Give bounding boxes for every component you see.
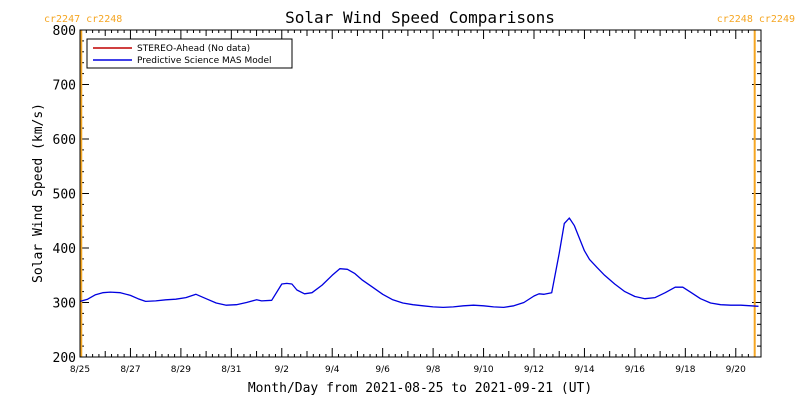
y-tick-label: 200 bbox=[53, 351, 76, 366]
legend: STEREO-Ahead (No data) Predictive Scienc… bbox=[86, 38, 293, 69]
series-line-model bbox=[79, 217, 759, 309]
x-tick-label: 8/31 bbox=[221, 365, 241, 375]
x-tick-label: 9/16 bbox=[625, 365, 645, 375]
x-tick-label: 9/14 bbox=[574, 365, 594, 375]
x-tick-label: 9/2 bbox=[275, 365, 289, 375]
y-axis-label: Solar Wind Speed (km/s) bbox=[31, 103, 46, 283]
legend-box bbox=[86, 38, 293, 69]
plot-frame bbox=[79, 29, 762, 358]
x-tick-label: 9/10 bbox=[473, 365, 493, 375]
right-rotation-label: cr2248 cr2249 bbox=[717, 14, 795, 25]
y-tick-label: 400 bbox=[53, 242, 76, 257]
legend-model-label: Predictive Science MAS Model bbox=[137, 56, 272, 66]
left-rotation-label: cr2247 cr2248 bbox=[44, 14, 122, 25]
rotation-marker-layer bbox=[80, 30, 756, 357]
y-tick-label: 700 bbox=[53, 79, 76, 94]
x-tick-label: 9/20 bbox=[726, 365, 746, 375]
x-axis-label: Month/Day from 2021-08-25 to 2021-09-21 … bbox=[248, 381, 592, 396]
chart-title: Solar Wind Speed Comparisons bbox=[285, 8, 555, 27]
x-tick-label: 9/12 bbox=[524, 365, 544, 375]
x-tick-label: 8/27 bbox=[120, 365, 140, 375]
x-tick-label: 8/29 bbox=[171, 365, 191, 375]
x-tick-label: 9/8 bbox=[426, 365, 441, 375]
x-tick-label: 9/4 bbox=[325, 365, 340, 375]
y-tick-label: 800 bbox=[53, 24, 76, 39]
y-tick-label: 500 bbox=[53, 188, 76, 203]
legend-stereo-label: STEREO-Ahead (No data) bbox=[137, 44, 250, 54]
y-tick-label: 600 bbox=[53, 133, 76, 148]
x-tick-label: 9/18 bbox=[675, 365, 695, 375]
x-tick-label: 8/25 bbox=[70, 365, 90, 375]
x-tick-label: 9/6 bbox=[375, 365, 390, 375]
series-layer bbox=[79, 217, 759, 309]
axes-layer: 200 300 400 500 600 700 800 8/25 8/27 8/29 8/31 9/2… bbox=[53, 24, 762, 375]
y-tick-label: 300 bbox=[53, 297, 76, 312]
